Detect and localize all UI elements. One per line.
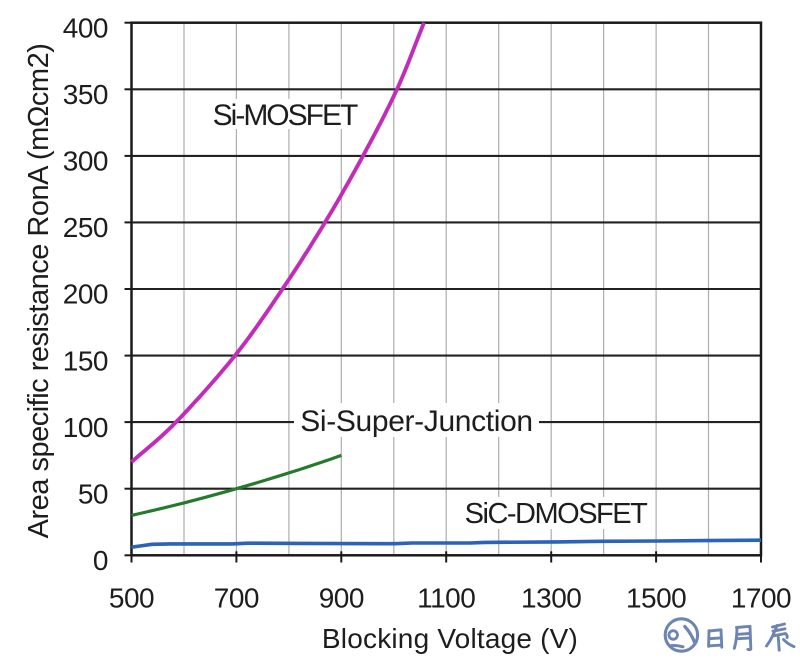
svg-text:400: 400 <box>63 12 108 43</box>
svg-text:Area specific resistance RonA: Area specific resistance RonA (mΩcm2) <box>23 44 55 539</box>
svg-text:500: 500 <box>109 583 154 614</box>
svg-text:250: 250 <box>63 212 108 243</box>
svg-text:Blocking Voltage (V): Blocking Voltage (V) <box>322 623 578 654</box>
svg-text:1700: 1700 <box>731 583 791 614</box>
svg-text:1500: 1500 <box>626 583 686 614</box>
svg-text:150: 150 <box>63 345 108 376</box>
svg-text:Si-MOSFET: Si-MOSFET <box>213 99 358 132</box>
svg-text:700: 700 <box>214 583 259 614</box>
svg-text:50: 50 <box>78 478 108 509</box>
svg-text:100: 100 <box>63 412 108 443</box>
svg-text:1100: 1100 <box>417 583 475 614</box>
svg-text:SiC-DMOSFET: SiC-DMOSFET <box>465 498 648 530</box>
svg-text:350: 350 <box>63 79 108 110</box>
svg-text:1300: 1300 <box>521 583 581 614</box>
svg-text:200: 200 <box>63 279 108 310</box>
svg-text:900: 900 <box>319 583 364 614</box>
svg-text:0: 0 <box>93 545 108 576</box>
svg-text:Si-Super-Junction: Si-Super-Junction <box>300 405 533 438</box>
svg-text:300: 300 <box>63 146 108 177</box>
